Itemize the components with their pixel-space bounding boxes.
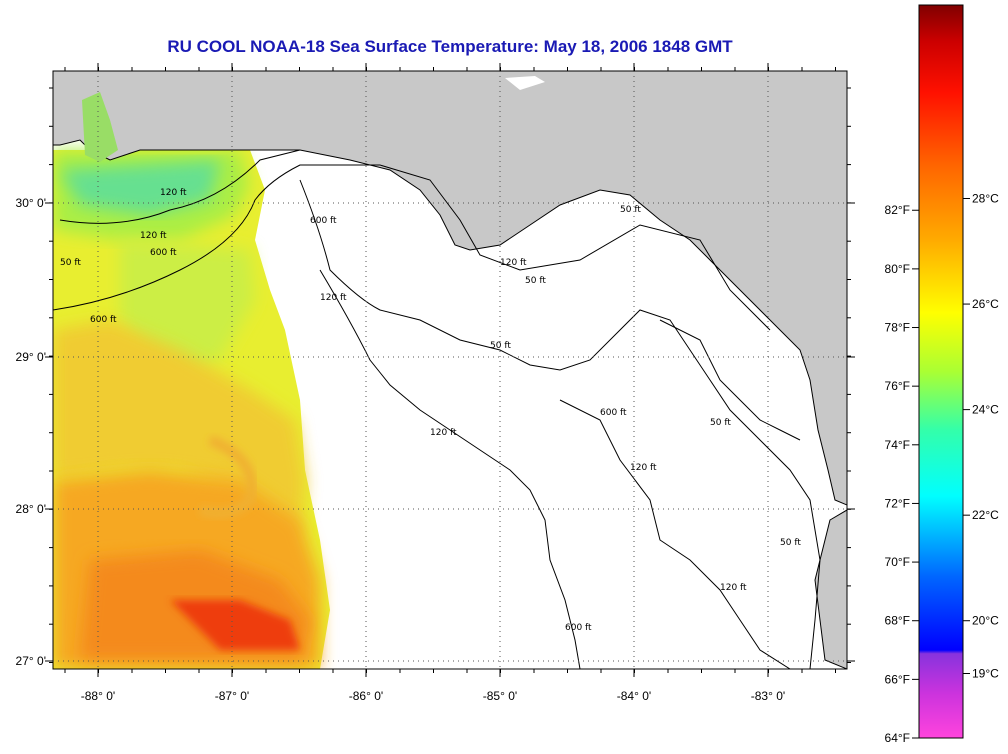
colorbar-label-f: 76°F xyxy=(885,379,910,393)
lat-tick-label: 29° 0' xyxy=(16,350,46,364)
contour-label: 50 ft xyxy=(60,258,81,268)
contour-label: 50 ft xyxy=(710,418,731,428)
colorbar-label-c: 24°C xyxy=(972,403,999,417)
lon-tick-label: -88° 0' xyxy=(81,689,115,703)
contour-label: 50 ft xyxy=(780,538,801,548)
colorbar-label-c: 20°C xyxy=(972,614,999,628)
contour-label: 50 ft xyxy=(620,205,641,215)
plot-frame xyxy=(52,70,848,670)
contour-label: 600 ft xyxy=(310,216,337,226)
contour-label: 50 ft xyxy=(525,276,546,286)
contour-label: 50 ft xyxy=(490,341,511,351)
colorbar-label-f: 80°F xyxy=(885,262,910,276)
lon-tick-label: -87° 0' xyxy=(215,689,249,703)
contour-label: 120 ft xyxy=(430,428,457,438)
contour-label: 600 ft xyxy=(565,623,592,633)
colorbar-label-f: 70°F xyxy=(885,555,910,569)
lat-tick-label: 28° 0' xyxy=(16,502,46,516)
contour-label: 120 ft xyxy=(720,583,747,593)
contour-label: 120 ft xyxy=(160,188,187,198)
lon-tick-label: -83° 0' xyxy=(751,689,785,703)
bathymetry-contours xyxy=(53,149,821,669)
colorbar-label-f: 72°F xyxy=(885,496,910,510)
axes: -88° 0' -87° 0' -86° 0' -85° 0' -84° 0' -83° … xyxy=(16,63,855,703)
contour-label: 120 ft xyxy=(140,231,167,241)
colorbar-label-f: 68°F xyxy=(885,614,910,628)
contour-label: 120 ft xyxy=(630,463,657,473)
lat-tick-label: 30° 0' xyxy=(16,196,46,210)
colorbar: 82°F 80°F 78°F 76°F 74°F 72°F 70°F 68°F 66°F 64°F… xyxy=(885,4,999,745)
contour-label: 120 ft xyxy=(320,293,347,303)
contour-label: 600 ft xyxy=(600,408,627,418)
colorbar-gradient xyxy=(918,4,964,739)
lon-tick-label: -86° 0' xyxy=(349,689,383,703)
lon-tick-label: -84° 0' xyxy=(617,689,651,703)
lon-tick-label: -85° 0' xyxy=(483,689,517,703)
colorbar-label-f: 64°F xyxy=(885,731,910,745)
colorbar-label-f: 78°F xyxy=(885,321,910,335)
land-masses xyxy=(53,71,847,669)
colorbar-label-c: 19°C xyxy=(972,666,999,680)
colorbar-label-c: 28°C xyxy=(972,192,999,206)
lat-tick-label: 27° 0' xyxy=(16,654,46,668)
colorbar-label-f: 82°F xyxy=(885,203,910,217)
contour-labels: 120 ft 600 ft 50 ft 120 ft 600 ft 120 ft 50 ft… xyxy=(60,188,801,633)
contour-label: 600 ft xyxy=(90,315,117,325)
contour-label: 600 ft xyxy=(150,248,177,258)
sst-overlay xyxy=(53,150,330,669)
contour-label: 120 ft xyxy=(500,258,527,268)
colorbar-label-f: 66°F xyxy=(885,672,910,686)
colorbar-label-c: 22°C xyxy=(972,508,999,522)
colorbar-label-f: 74°F xyxy=(885,438,910,452)
colorbar-label-c: 26°C xyxy=(972,297,999,311)
map-title: RU COOL NOAA-18 Sea Surface Temperature:… xyxy=(167,37,733,56)
